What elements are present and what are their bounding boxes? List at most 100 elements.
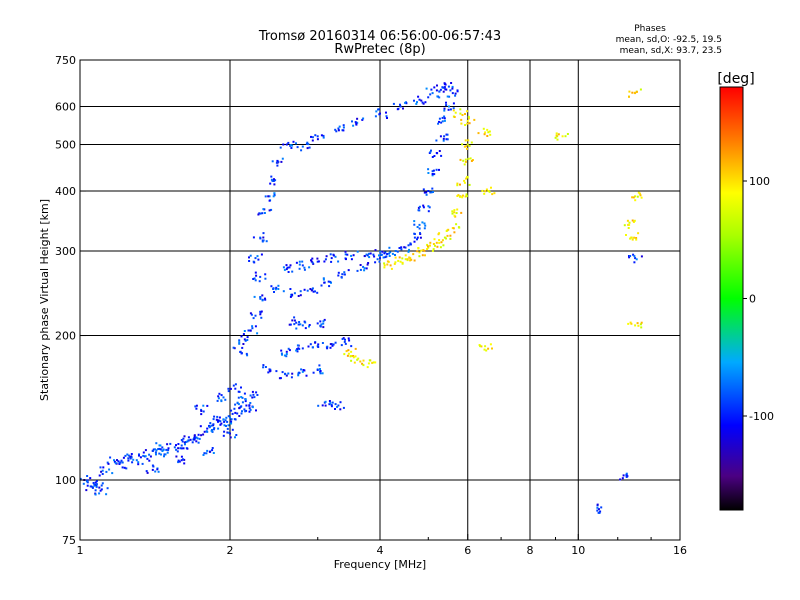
colorbar-tick-label: -100 (749, 410, 774, 423)
echo-point (258, 280, 261, 283)
echo-point (218, 416, 221, 419)
echo-point (350, 258, 353, 261)
echo-point (465, 177, 468, 180)
echo-point (431, 156, 434, 158)
echo-point (464, 139, 467, 142)
echo-point (195, 404, 198, 407)
echo-point (429, 191, 432, 194)
echo-point (342, 406, 345, 409)
echo-point (489, 343, 492, 346)
echo-point (464, 113, 466, 115)
echo-point (298, 371, 301, 374)
echo-point (323, 318, 326, 321)
echo-point (460, 211, 463, 214)
echo-point (437, 122, 440, 125)
echo-point (386, 263, 389, 266)
echo-point (484, 131, 487, 134)
echo-point (292, 140, 295, 143)
echo-point (251, 396, 254, 399)
echo-point (252, 278, 255, 280)
echo-point (249, 254, 252, 257)
echo-point (596, 506, 599, 509)
echo-point (379, 257, 381, 260)
echo-point (289, 264, 292, 267)
echo-point (357, 357, 360, 360)
echo-point (261, 240, 264, 243)
echo-point (99, 466, 102, 469)
echo-point (223, 424, 226, 427)
echo-point (457, 226, 460, 229)
echo-point (281, 371, 284, 374)
echo-point (264, 298, 267, 301)
echo-point (235, 434, 238, 436)
echo-point (178, 460, 181, 463)
echo-point (456, 182, 459, 185)
echo-point (309, 343, 312, 346)
echo-point (341, 273, 344, 276)
echo-point (254, 314, 257, 317)
echo-point (433, 238, 436, 241)
echo-point (327, 280, 330, 283)
echo-point (343, 340, 346, 343)
echo-point (377, 108, 380, 111)
echo-point (635, 258, 638, 261)
echo-point (287, 271, 290, 273)
echo-point (303, 288, 306, 291)
echo-point (451, 212, 454, 215)
echo-point (299, 290, 302, 293)
echo-point (91, 486, 94, 489)
echo-point (427, 96, 430, 99)
echo-point (633, 219, 636, 222)
echo-point (345, 350, 348, 353)
echo-point (289, 295, 292, 298)
echo-point (363, 269, 366, 272)
echo-point (462, 159, 465, 162)
colorbar (719, 86, 744, 511)
echo-point (148, 459, 151, 462)
echo-point (146, 457, 149, 460)
echo-point (180, 459, 183, 462)
echo-point (180, 439, 183, 441)
echo-point (464, 158, 467, 161)
echo-point (440, 154, 443, 157)
echo-point (223, 430, 226, 433)
echo-point (334, 408, 336, 410)
echo-point (202, 404, 205, 407)
echo-point (234, 436, 236, 439)
echo-point (208, 426, 211, 429)
echo-point (139, 456, 142, 459)
echo-point (241, 401, 244, 404)
echo-point (413, 240, 416, 243)
echo-point (443, 117, 446, 120)
echo-point (193, 438, 196, 441)
echo-point (253, 277, 256, 280)
echo-point (625, 474, 628, 477)
echo-point (635, 90, 638, 93)
echo-point (557, 133, 560, 136)
echo-point (226, 431, 229, 434)
echo-point (293, 292, 296, 295)
echo-point (389, 251, 392, 254)
y-tick-label: 100 (55, 474, 76, 487)
echo-point (311, 346, 314, 349)
echo-point (287, 372, 290, 375)
echo-point (426, 243, 429, 246)
echo-point (405, 102, 408, 105)
echo-point (629, 237, 632, 240)
echo-point (424, 101, 427, 104)
echo-point (297, 323, 300, 326)
echo-point (632, 196, 635, 199)
echo-point (289, 144, 292, 147)
echo-point (211, 447, 214, 449)
echo-point (598, 512, 601, 514)
echo-point (343, 271, 346, 274)
echo-point (367, 252, 370, 255)
echo-point (249, 329, 252, 332)
echo-point (300, 368, 303, 371)
echo-point (418, 223, 421, 226)
echo-point (455, 223, 458, 226)
echo-point (365, 253, 368, 256)
echo-point (449, 234, 452, 237)
echo-point (191, 441, 194, 444)
echo-point (430, 149, 432, 152)
